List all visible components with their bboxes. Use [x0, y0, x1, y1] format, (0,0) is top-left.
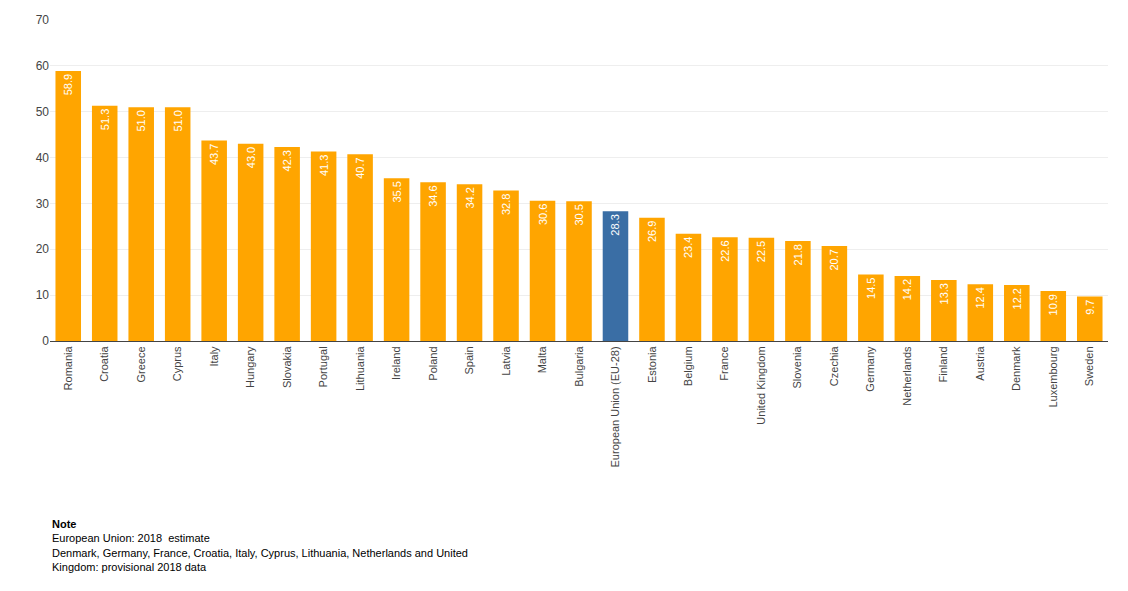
svg-text:Portugal: Portugal	[317, 346, 329, 387]
svg-text:Slovakia: Slovakia	[281, 346, 293, 388]
svg-text:23.4: 23.4	[682, 237, 694, 258]
svg-text:50: 50	[36, 105, 50, 119]
svg-text:10: 10	[36, 288, 50, 302]
svg-text:30: 30	[36, 197, 50, 211]
svg-text:Italy: Italy	[208, 346, 220, 367]
svg-text:Sweden: Sweden	[1083, 346, 1095, 386]
svg-text:Netherlands: Netherlands	[901, 346, 913, 406]
svg-text:France: France	[719, 346, 731, 380]
svg-text:European Union (EU-28): European Union (EU-28)	[609, 346, 621, 467]
svg-text:12.2: 12.2	[1011, 288, 1023, 309]
svg-text:22.5: 22.5	[755, 241, 767, 262]
svg-text:34.6: 34.6	[427, 185, 439, 206]
svg-text:Czechia: Czechia	[828, 346, 840, 387]
svg-text:51.0: 51.0	[172, 110, 184, 131]
svg-text:14.5: 14.5	[865, 278, 877, 299]
svg-text:Spain: Spain	[463, 346, 475, 374]
svg-text:26.9: 26.9	[646, 221, 658, 242]
svg-text:51.0: 51.0	[135, 110, 147, 131]
svg-text:Denmark: Denmark	[1010, 346, 1022, 391]
svg-text:Romania: Romania	[62, 346, 74, 391]
svg-text:NoteEuropean Union: 2018 esti: NoteEuropean Union: 2018 estimateDenmark…	[52, 518, 468, 573]
svg-text:43.0: 43.0	[245, 147, 257, 168]
svg-text:Hungary: Hungary	[244, 346, 256, 388]
svg-text:32.8: 32.8	[500, 194, 512, 215]
svg-text:14.2: 14.2	[901, 279, 913, 300]
svg-text:40.7: 40.7	[354, 157, 366, 178]
svg-text:Latvia: Latvia	[500, 346, 512, 376]
svg-text:41.3: 41.3	[318, 155, 330, 176]
svg-text:10.9: 10.9	[1047, 294, 1059, 315]
svg-text:28.3: 28.3	[609, 214, 621, 235]
svg-text:43.7: 43.7	[208, 144, 220, 165]
svg-text:42.3: 42.3	[281, 150, 293, 171]
svg-text:Malta: Malta	[536, 346, 548, 374]
svg-text:35.5: 35.5	[391, 181, 403, 202]
svg-text:0: 0	[42, 334, 49, 348]
svg-text:Croatia: Croatia	[98, 346, 110, 382]
svg-text:Lithuania: Lithuania	[354, 346, 366, 392]
svg-text:Greece: Greece	[135, 346, 147, 382]
svg-text:20: 20	[36, 242, 50, 256]
svg-text:Ireland: Ireland	[390, 346, 402, 380]
svg-text:Slovenia: Slovenia	[791, 346, 803, 389]
svg-text:13.3: 13.3	[938, 283, 950, 304]
svg-text:20.7: 20.7	[828, 249, 840, 270]
svg-text:9.7: 9.7	[1084, 300, 1096, 315]
svg-text:United Kingdom: United Kingdom	[755, 346, 767, 424]
svg-text:Cyprus: Cyprus	[171, 346, 183, 381]
svg-text:30.6: 30.6	[537, 204, 549, 225]
svg-text:Luxembourg: Luxembourg	[1047, 346, 1059, 407]
svg-text:12.4: 12.4	[974, 287, 986, 308]
svg-text:22.6: 22.6	[719, 240, 731, 261]
svg-text:34.2: 34.2	[464, 187, 476, 208]
svg-text:Finland: Finland	[937, 346, 949, 382]
svg-text:21.8: 21.8	[792, 244, 804, 265]
svg-text:51.3: 51.3	[99, 109, 111, 130]
svg-text:58.9: 58.9	[62, 74, 74, 95]
svg-text:60: 60	[36, 59, 50, 73]
svg-text:30.5: 30.5	[573, 204, 585, 225]
svg-text:40: 40	[36, 151, 50, 165]
svg-text:Bulgaria: Bulgaria	[573, 346, 585, 387]
svg-text:70: 70	[36, 13, 50, 27]
svg-text:Poland: Poland	[427, 346, 439, 380]
svg-text:Estonia: Estonia	[646, 346, 658, 384]
svg-text:Austria: Austria	[974, 346, 986, 381]
svg-text:Belgium: Belgium	[682, 346, 694, 386]
svg-text:Germany: Germany	[864, 346, 876, 392]
